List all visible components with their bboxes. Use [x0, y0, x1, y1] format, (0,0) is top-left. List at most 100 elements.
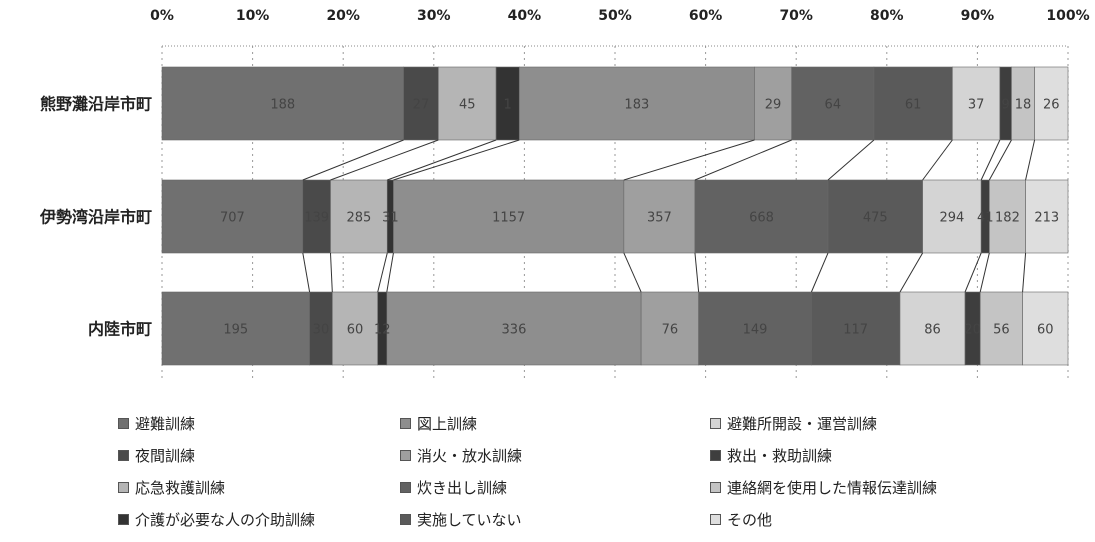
data-label: 213	[1034, 211, 1059, 226]
legend-label: 介護が必要な人の介助訓練	[135, 510, 316, 529]
legend-label: 救出・救助訓練	[727, 446, 833, 465]
connector-line	[980, 139, 1001, 181]
connector-lines	[302, 139, 1036, 293]
connector-line	[988, 139, 1012, 181]
x-tick-label: 30%	[417, 8, 451, 24]
x-tick-label: 90%	[961, 8, 995, 24]
connector-line	[979, 252, 990, 293]
legend-item: 応急救護訓練	[118, 476, 400, 498]
category-label: 熊野灘沿岸市町	[40, 95, 152, 114]
legend-item: 連絡網を使用した情報伝達訓練	[710, 476, 1010, 498]
x-tick-label: 0%	[150, 8, 174, 24]
x-tick-label: 80%	[870, 8, 904, 24]
data-label: 61	[905, 98, 922, 113]
data-label: 45	[459, 98, 476, 113]
legend-item: 救出・救助訓練	[710, 444, 1010, 466]
x-tick-label: 60%	[689, 8, 723, 24]
category-label: 伊勢湾沿岸市町	[39, 208, 152, 227]
data-label: 139	[304, 211, 329, 226]
legend-item: 避難所開設・運営訓練	[710, 412, 1010, 434]
legend-label: その他	[727, 510, 773, 529]
connector-line	[387, 139, 497, 181]
legend-label: 実施していない	[417, 510, 522, 529]
bar-segment	[393, 179, 625, 254]
bar-segment	[518, 66, 755, 141]
connector-line	[377, 252, 388, 293]
legend-swatch	[118, 513, 129, 525]
connector-line	[964, 252, 982, 293]
connector-line	[623, 139, 755, 181]
legend-swatch	[710, 417, 721, 429]
data-label: 336	[502, 323, 527, 338]
legend-swatch	[400, 417, 411, 429]
x-axis-ticks: 0% 10% 20% 30% 40% 50% 60% 70% 80% 90% 100%	[150, 8, 1090, 24]
data-label: 26	[1043, 98, 1060, 113]
legend-swatch	[118, 449, 129, 461]
x-tick-label: 50%	[598, 8, 632, 24]
data-label: 188	[270, 98, 295, 113]
connector-line	[393, 139, 520, 181]
bars	[161, 66, 1069, 366]
bar-segment	[161, 66, 404, 141]
data-label: 27	[413, 98, 430, 113]
legend-swatch	[710, 481, 721, 493]
data-label: 9	[1002, 98, 1010, 113]
bar-segment	[640, 291, 699, 366]
legend-label: 応急救護訓練	[135, 478, 226, 497]
legend-label: 消火・放水訓練	[417, 446, 523, 465]
connector-line	[827, 139, 875, 181]
bar-segment	[791, 66, 875, 141]
bar-segment	[403, 66, 439, 141]
connector-line	[330, 139, 439, 181]
data-label: 707	[220, 211, 245, 226]
data-label: 30	[313, 323, 330, 338]
x-tick-label: 10%	[236, 8, 270, 24]
data-label: 20	[964, 323, 981, 338]
data-label: 195	[223, 323, 248, 338]
bar-segment	[694, 179, 829, 254]
bar-segment	[1034, 66, 1069, 141]
data-label: 86	[924, 323, 941, 338]
legend-item: 消火・放水訓練	[400, 444, 710, 466]
data-label: 41	[977, 211, 994, 226]
legend-label: 夜間訓練	[135, 446, 196, 465]
data-label: 60	[347, 323, 364, 338]
bar-segment	[623, 179, 696, 254]
legend-swatch	[710, 513, 721, 525]
data-label: 37	[968, 98, 985, 113]
data-label: 1157	[492, 211, 525, 226]
legend: 避難訓練 図上訓練 避難所開設・運営訓練 夜間訓練 消火・放水訓練 救出・救助訓練 応急救護…	[118, 412, 1018, 530]
x-tick-label: 40%	[508, 8, 542, 24]
connector-line	[329, 252, 333, 293]
bar-segment	[827, 179, 923, 254]
bar-segment	[754, 66, 793, 141]
bar-segment	[873, 66, 953, 141]
connector-line	[302, 139, 404, 181]
data-label: 294	[939, 211, 964, 226]
data-label: 149	[743, 323, 768, 338]
legend-label: 避難所開設・運営訓練	[727, 414, 878, 433]
data-label: 31	[382, 211, 399, 226]
data-label: 29	[765, 98, 782, 113]
connector-line	[302, 252, 311, 293]
connector-line	[922, 139, 953, 181]
bar-segment	[332, 291, 379, 366]
connector-line	[1022, 252, 1027, 293]
legend-swatch	[118, 481, 129, 493]
data-label: 182	[995, 211, 1020, 226]
bar-segment	[437, 66, 497, 141]
category-label: 内陸市町	[88, 320, 152, 339]
legend-swatch	[400, 481, 411, 493]
data-label: 668	[749, 211, 774, 226]
connector-line	[1025, 139, 1036, 181]
data-label: 60	[1037, 323, 1054, 338]
bar-segment	[989, 179, 1026, 254]
data-label: 18	[1015, 98, 1032, 113]
x-tick-label: 20%	[326, 8, 360, 24]
legend-label: 避難訓練	[135, 414, 196, 433]
data-label: 56	[993, 323, 1010, 338]
data-label: 285	[346, 211, 371, 226]
legend-item: 夜間訓練	[118, 444, 400, 466]
bar-segment	[302, 179, 331, 254]
